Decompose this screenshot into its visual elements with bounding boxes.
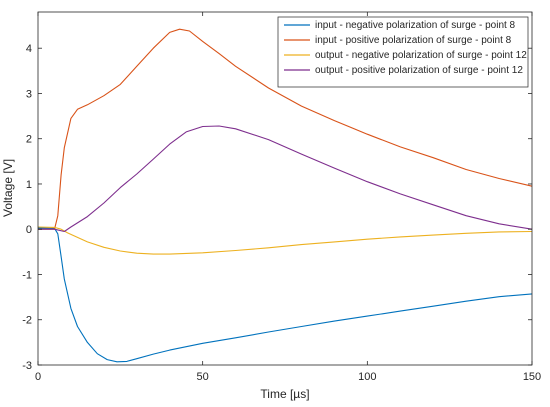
y-tick-label: -2 (22, 315, 32, 327)
x-tick-label: 0 (35, 371, 41, 383)
ticks-layer: 0 50 100 150 -3 -2 -1 0 1 2 3 4 (22, 12, 541, 383)
series-line-4 (38, 125, 533, 233)
y-tick-label: -1 (22, 269, 32, 281)
plot-frame (37, 11, 533, 366)
legend-entry-1: input - negative polarization of surge -… (315, 20, 516, 31)
y-tick-label: -3 (22, 360, 32, 372)
y-tick-label: 4 (26, 43, 32, 55)
y-tick-label: 2 (26, 134, 32, 146)
legend-entry-4: output - positive polarization of surge … (315, 65, 523, 76)
y-tick-label: 1 (26, 179, 32, 191)
legend-box (277, 16, 529, 88)
series-line-2 (38, 28, 533, 230)
x-tick-label: 50 (197, 371, 209, 383)
x-tick-label: 150 (523, 371, 541, 383)
series-line-1 (37, 227, 533, 363)
y-tick-label: 0 (26, 224, 32, 236)
y-tick-label: 3 (26, 88, 32, 100)
series-line-3 (37, 226, 533, 255)
x-axis-label: Time [µs] (260, 387, 309, 401)
series-layer (37, 28, 533, 363)
legend-entry-2: input - positive polarization of surge -… (315, 35, 512, 46)
legend-entry-3: output - negative polarization of surge … (315, 50, 527, 61)
x-tick-label: 100 (358, 371, 376, 383)
legend: input - negative polarization of surge -… (277, 16, 529, 88)
y-axis-label: Voltage [V] (1, 159, 15, 217)
